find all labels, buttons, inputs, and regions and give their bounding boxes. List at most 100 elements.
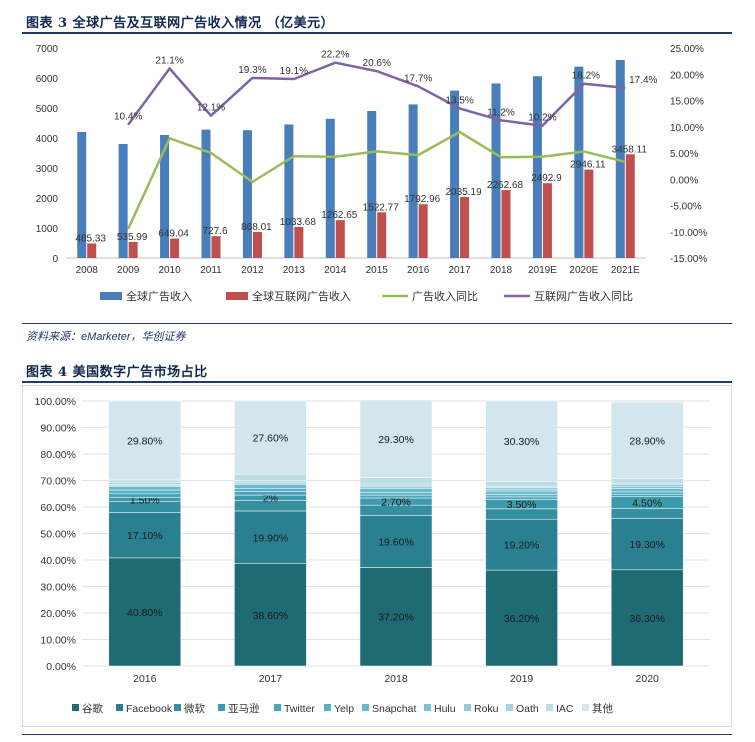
bar-global-ad (284, 124, 294, 258)
legend-label: Facebook (126, 703, 173, 715)
bar-data-label: 649.04 (158, 229, 189, 240)
legend-label: Roku (474, 703, 499, 715)
bar-internet-ad (335, 220, 345, 258)
bar-data-label: 535.99 (117, 232, 148, 243)
x-tick-label: 2016 (133, 673, 157, 685)
line-data-label: 10.2% (528, 113, 556, 124)
segment-data-label: 19.90% (253, 532, 289, 544)
x-tick-label: 2020 (636, 673, 660, 685)
figure3-title: 图表 3 全球广告及互联网广告收入情况 （亿美元） (26, 16, 335, 31)
bar-data-label: 2035.19 (445, 187, 482, 198)
legend-swatch (72, 704, 79, 711)
stack-segment-snapchat (234, 484, 307, 489)
segment-data-label: 2% (263, 493, 278, 505)
y-tick-label: 0 (52, 254, 58, 265)
legend-swatch (464, 704, 471, 711)
segment-data-label: 29.30% (378, 434, 414, 446)
segment-data-label: 38.60% (253, 610, 289, 622)
bar-global-ad (574, 66, 584, 258)
x-tick-label: 2014 (324, 265, 347, 276)
x-tick-label: 2018 (384, 673, 408, 685)
bar-data-label: 2946.11 (570, 160, 606, 171)
bar-data-label: 868.01 (241, 222, 272, 233)
stack-segment-snapchat (485, 490, 558, 495)
figure3-source: 资料来源：eMarketer，华创证券 (26, 331, 186, 343)
legend-label: Yelp (334, 703, 354, 715)
y2-tick-label: -5.00% (670, 202, 702, 213)
stack-segment-hulu (359, 486, 433, 489)
stack-segment-google (359, 567, 433, 667)
stack-segment-twitter (234, 491, 307, 496)
stack-segment-snapchat (359, 488, 433, 493)
x-tick-label: 2009 (117, 265, 140, 276)
line-data-label: 11.2% (487, 107, 515, 118)
segment-data-label: 36.30% (629, 613, 665, 625)
y2-tick-label: 15.00% (670, 97, 704, 108)
y-tick-label: 0.00% (46, 661, 76, 673)
bar-data-label: 3458.11 (612, 144, 648, 155)
legend-swatch (424, 704, 431, 711)
y-tick-label: 20.00% (40, 608, 76, 620)
bar-data-label: 485.33 (75, 233, 106, 244)
bar-global-ad (242, 130, 252, 258)
stack-segment-yelp (108, 489, 182, 494)
bar-internet-ad (418, 204, 428, 258)
legend-swatch (274, 704, 281, 711)
line-data-label: 19.1% (280, 66, 308, 77)
stack-segment-twitter (485, 496, 558, 500)
legend-label: Snapchat (372, 703, 416, 715)
stack-segment-other (234, 400, 307, 475)
legend-swatch (582, 704, 589, 711)
y-tick-label: 3000 (36, 164, 59, 175)
bar-global-ad (491, 83, 501, 259)
segment-data-label: 40.80% (127, 607, 163, 619)
line-data-label: 20.6% (363, 58, 391, 69)
bar-data-label: 1522.77 (363, 202, 400, 213)
stack-segment-facebook (108, 512, 182, 559)
bar-global-ad (325, 118, 335, 258)
stack-segment-other (108, 400, 182, 481)
stack-segment-yelp (485, 494, 558, 498)
x-tick-label: 2010 (158, 265, 181, 276)
stack-segment-facebook (610, 518, 684, 571)
bar-internet-ad (252, 231, 262, 258)
legend-swatch (174, 704, 181, 711)
line-data-label: 22.2% (321, 50, 349, 61)
stack-segment-iac (359, 477, 433, 485)
stack-segment-yelp (610, 491, 684, 495)
legend-label: Oath (516, 703, 539, 715)
x-tick-label: 2017 (259, 673, 283, 685)
line-data-label: 17.7% (404, 73, 432, 84)
legend-label: Twitter (284, 703, 315, 715)
y-tick-label: 2000 (36, 194, 59, 205)
legend-label: Hulu (434, 703, 456, 715)
bar-internet-ad (128, 241, 138, 258)
figure3-chart: 0 1000 2000 3000 4000 5000 6000 7000 25.00% 20.00… (36, 44, 708, 303)
bar-internet-ad (625, 154, 635, 258)
segment-data-label: 27.60% (253, 433, 289, 445)
segment-data-label: 36.20% (504, 613, 540, 625)
bar-internet-ad (460, 196, 470, 258)
y-tick-label: 60.00% (40, 502, 76, 514)
y2-tick-label: 25.00% (670, 44, 704, 55)
legend-label: 广告收入同比 (412, 289, 478, 303)
segment-data-label: 37.20% (378, 612, 414, 624)
bar-internet-ad (170, 238, 180, 258)
segment-data-label: 2.70% (381, 497, 411, 509)
stack-segment-other (610, 401, 684, 479)
x-tick-label: 2012 (241, 265, 264, 276)
segment-data-label: 29.80% (127, 435, 163, 447)
legend-swatch (546, 704, 553, 711)
legend-label: IAC (556, 703, 574, 715)
stack-segment-yelp (359, 492, 433, 496)
line-data-label: 19.3% (238, 65, 266, 76)
stack-segment-snapchat (108, 486, 182, 491)
stack-segment-hulu (610, 486, 684, 489)
line-data-label: 18.2% (572, 71, 600, 82)
y-tick-label: 50.00% (40, 529, 76, 541)
legend-label: 亚马逊 (228, 703, 260, 715)
stack-segment-twitter (610, 494, 684, 497)
figure4-chart: 0.00% 10.00% 20.00% 30.00% 40.00% 50.00% 60.00… (22, 385, 732, 727)
stack-segment-iac (108, 479, 182, 483)
stack-segment-iac (610, 478, 684, 484)
